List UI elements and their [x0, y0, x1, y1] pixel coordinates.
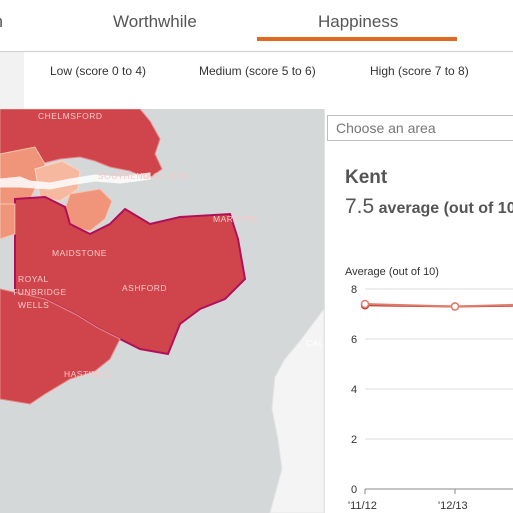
region-sussex[interactable]	[0, 288, 121, 405]
label-tunbridge: TUNBRIDGE	[12, 287, 67, 297]
map[interactable]: CHELMSFORD SOUTHEND-ON-SEA MARGATE MAIDS…	[0, 109, 324, 513]
area-score: 7.5 average (out of 10)	[345, 195, 513, 219]
legend-medium: Medium (score 5 to 6)	[199, 64, 316, 78]
y-tick-label: 8	[351, 284, 357, 296]
area-name: Kent	[345, 167, 388, 188]
y-tick-label: 0	[351, 484, 357, 496]
measure-tabs: on Worthwhile Happiness	[0, 0, 513, 52]
label-royal: ROYAL	[18, 274, 49, 284]
detail-panel: Kent 7.5 average (out of 10) Average (ou…	[324, 109, 513, 513]
label-chelmsford: CHELMSFORD	[38, 111, 103, 121]
legend-high: High (score 7 to 8)	[370, 64, 469, 78]
series-point[interactable]	[450, 302, 460, 311]
x-tick-label: '12/13	[438, 500, 468, 512]
legend: Low (score 0 to 4) Medium (score 5 to 6)…	[0, 52, 513, 109]
map-canvas[interactable]: CHELMSFORD SOUTHEND-ON-SEA MARGATE MAIDS…	[0, 109, 324, 513]
region-west-light[interactable]	[0, 203, 16, 240]
tab-happiness[interactable]: Happiness	[318, 12, 399, 31]
x-tick-label: '11/12	[348, 500, 377, 512]
chart-title: Average (out of 10)	[345, 266, 439, 278]
active-tab-indicator	[257, 37, 457, 41]
tabs-divider	[0, 51, 513, 52]
y-tick-label: 6	[351, 334, 357, 346]
legend-low: Low (score 0 to 4)	[50, 64, 147, 78]
france-coast	[269, 308, 324, 513]
score-suffix: average (out of 10)	[378, 200, 513, 217]
label-maidstone: MAIDSTONE	[52, 248, 107, 258]
series-point[interactable]	[360, 299, 370, 309]
label-wells: WELLS	[18, 300, 49, 310]
legend-swatch	[0, 52, 24, 109]
tab-life-satisfaction[interactable]: on	[0, 12, 3, 32]
y-tick-label: 4	[351, 384, 357, 396]
area-search-input[interactable]	[327, 115, 513, 141]
score-value: 7.5	[345, 195, 375, 218]
label-southend: SOUTHEND-ON-SEA	[98, 171, 189, 181]
label-calais: CALAIS	[306, 338, 324, 348]
y-tick-label: 2	[351, 434, 357, 446]
label-ashford: ASHFORD	[122, 283, 167, 293]
label-hastings: HASTINGS	[64, 369, 111, 379]
tab-worthwhile[interactable]: Worthwhile	[113, 12, 197, 31]
label-margate: MARGATE	[213, 214, 258, 224]
estuary	[0, 172, 151, 190]
